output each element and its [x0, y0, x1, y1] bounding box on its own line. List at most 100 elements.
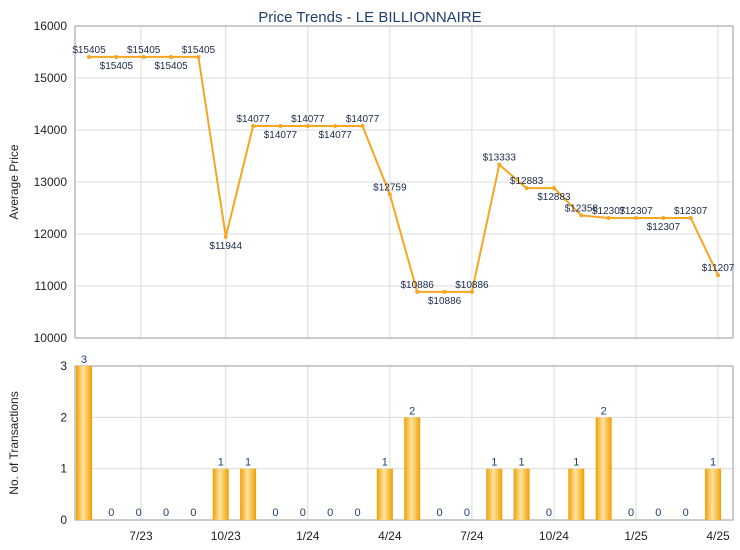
price-point: [196, 54, 201, 59]
price-data-label: $10886: [455, 280, 489, 291]
volume-bar: [568, 468, 585, 520]
x-tick-label: 1/24: [296, 529, 320, 543]
price-point: [551, 186, 556, 191]
price-data-label: $15405: [127, 45, 161, 56]
volume-data-label: 0: [655, 507, 661, 519]
volume-bar: [486, 468, 503, 520]
volume-data-label: 0: [190, 507, 196, 519]
price-point: [579, 213, 584, 218]
volume-data-label: 0: [300, 507, 306, 519]
volume-data-label: 0: [163, 507, 169, 519]
volume-data-label: 0: [464, 507, 470, 519]
volume-bar: [705, 468, 722, 520]
price-frame: [74, 25, 734, 339]
volume-data-label: 0: [436, 507, 442, 519]
volume-data-label: 1: [218, 457, 224, 469]
volume-data-label: 1: [382, 457, 388, 469]
price-data-label: $12307: [647, 222, 681, 233]
volume-bar: [376, 468, 393, 520]
volume-data-label: 0: [683, 507, 689, 519]
x-tick-label: 10/24: [539, 529, 569, 543]
price-point: [333, 123, 338, 128]
price-point: [360, 123, 365, 128]
x-tick-label: 7/23: [129, 529, 153, 543]
price-y-tick: 10000: [34, 331, 68, 345]
volume-frame: [74, 365, 734, 521]
volume-data-label: 3: [81, 354, 87, 366]
price-panel: 10000 11000 12000 13000 14000 15000 16000 $1540…: [34, 19, 735, 345]
price-point: [251, 123, 256, 128]
price-y-tick: 12000: [34, 227, 68, 241]
price-point: [169, 54, 174, 59]
x-tick-label: 10/23: [211, 529, 241, 543]
price-point: [223, 234, 228, 239]
price-data-label: $14077: [291, 114, 325, 125]
price-point: [278, 123, 283, 128]
volume-bar: [404, 417, 421, 520]
price-point: [716, 273, 721, 278]
volume-data-label: 1: [491, 457, 497, 469]
volume-y-tick: 3: [60, 359, 67, 373]
price-data-label: $15405: [72, 45, 106, 56]
price-data-label: $12883: [537, 192, 571, 203]
volume-panel: 0 1 2 3 3 0 0 0 0 1 1 0 0 0 0 1 2 0 0 1 1 0 1 2 0 0 0 1 7/23 10/23 1/2…: [60, 354, 734, 543]
volume-data-label: 0: [628, 507, 634, 519]
volume-bar: [212, 468, 229, 520]
volume-bar: [76, 366, 92, 520]
price-data-label: $11944: [209, 241, 242, 252]
price-data-label: $10886: [428, 296, 462, 307]
volume-data-label: 2: [601, 405, 607, 417]
volume-data-label: 1: [519, 457, 525, 469]
price-data-label: $14077: [318, 130, 352, 141]
price-point: [661, 216, 666, 221]
volume-bar: [513, 468, 530, 520]
price-data-label: $15405: [182, 45, 216, 56]
volume-data-label: 2: [409, 405, 415, 417]
volume-data-label: 0: [546, 507, 552, 519]
price-data-label: $11207: [702, 263, 735, 274]
price-point: [141, 54, 146, 59]
volume-data-label: 0: [108, 507, 114, 519]
price-point: [87, 54, 91, 59]
volume-y-tick: 1: [60, 462, 67, 476]
volume-data-label: 0: [327, 507, 333, 519]
x-tick-label: 1/25: [624, 529, 648, 543]
price-point: [606, 216, 611, 221]
volume-y-tick: 2: [60, 410, 67, 424]
price-data-label: $13333: [483, 153, 517, 164]
volume-data-label: 0: [136, 507, 142, 519]
volume-data-label: 1: [710, 457, 716, 469]
volume-bar: [595, 417, 612, 520]
price-y-axis-label: Average Price: [7, 144, 21, 219]
price-data-label: $12307: [674, 206, 708, 217]
price-data-label: $10886: [401, 280, 435, 291]
volume-y-tick: 0: [60, 513, 67, 527]
price-data-label: $15405: [100, 61, 134, 72]
price-data-label: $14077: [264, 130, 298, 141]
price-point: [114, 54, 119, 59]
price-data-label: $12883: [510, 176, 544, 187]
x-tick-label: 4/25: [706, 529, 730, 543]
price-data-label: $12759: [373, 183, 407, 194]
volume-y-axis-label: No. of Transactions: [7, 391, 21, 494]
price-point: [497, 162, 502, 167]
price-data-label: $12358: [565, 203, 599, 214]
price-data-label: $14077: [236, 114, 270, 125]
price-y-tick: 15000: [34, 71, 68, 85]
volume-bar: [240, 468, 257, 520]
price-y-tick: 16000: [34, 19, 68, 33]
volume-data-label: 0: [354, 507, 360, 519]
x-tick-label: 4/24: [378, 529, 402, 543]
volume-data-label: 0: [272, 507, 278, 519]
price-series-line: [89, 55, 720, 293]
price-point: [688, 216, 693, 221]
price-y-tick: 13000: [34, 175, 68, 189]
price-point: [415, 289, 420, 294]
volume-data-label: 1: [573, 457, 579, 469]
price-point: [469, 289, 474, 294]
price-data-label: $15405: [154, 61, 188, 72]
price-data-label: $12307: [592, 206, 626, 217]
price-y-tick: 14000: [34, 123, 68, 137]
price-point: [442, 289, 447, 294]
